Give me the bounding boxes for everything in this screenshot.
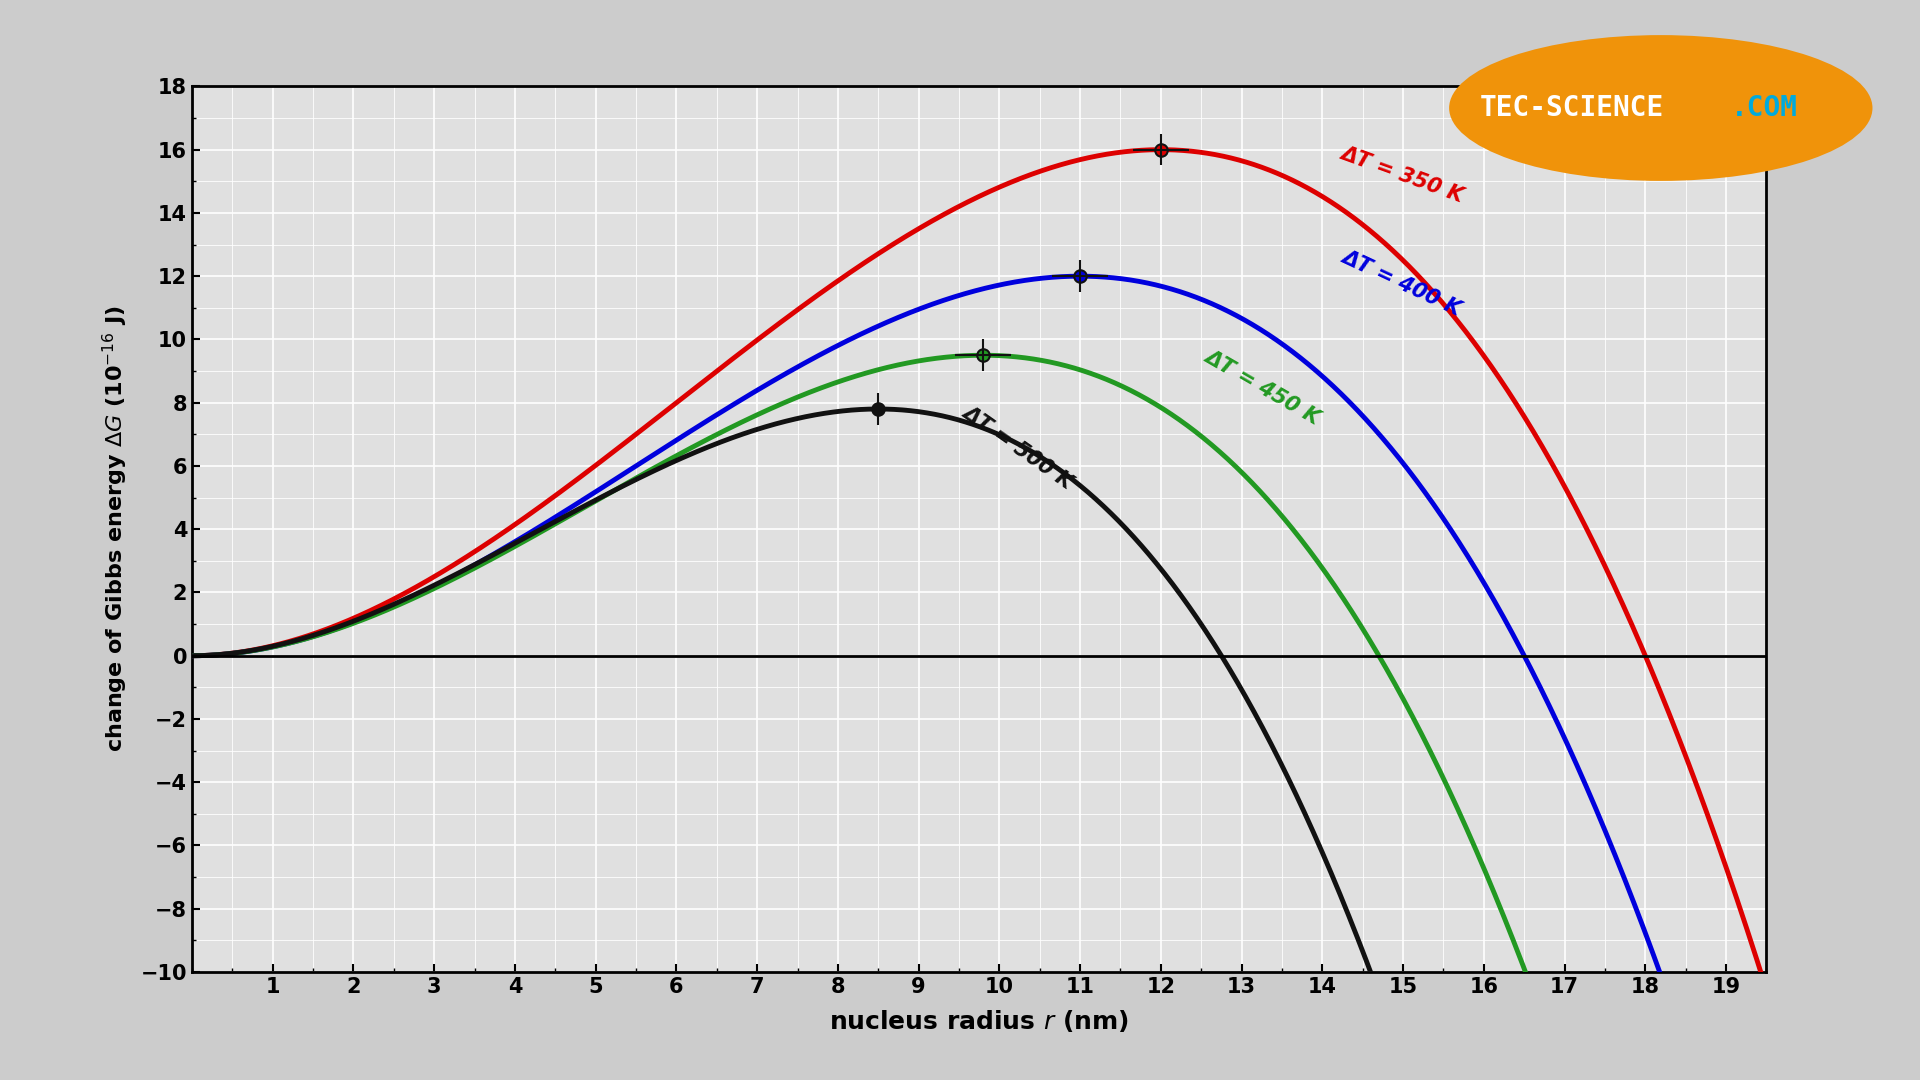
- Ellipse shape: [1450, 35, 1872, 180]
- Text: ΔT = 450 K: ΔT = 450 K: [1202, 346, 1323, 428]
- Text: ΔT = 350 K: ΔT = 350 K: [1338, 144, 1467, 206]
- Y-axis label: change of Gibbs energy $\Delta G$ (10$^{-16}$ J): change of Gibbs energy $\Delta G$ (10$^{…: [100, 306, 129, 753]
- Text: ΔT = 400 K: ΔT = 400 K: [1338, 246, 1465, 319]
- Text: ΔT = 500 K: ΔT = 500 K: [958, 402, 1077, 492]
- Text: TEC-SCIENCE: TEC-SCIENCE: [1480, 94, 1663, 122]
- Text: .COM: .COM: [1732, 94, 1799, 122]
- X-axis label: nucleus radius $r$ (nm): nucleus radius $r$ (nm): [829, 1008, 1129, 1034]
